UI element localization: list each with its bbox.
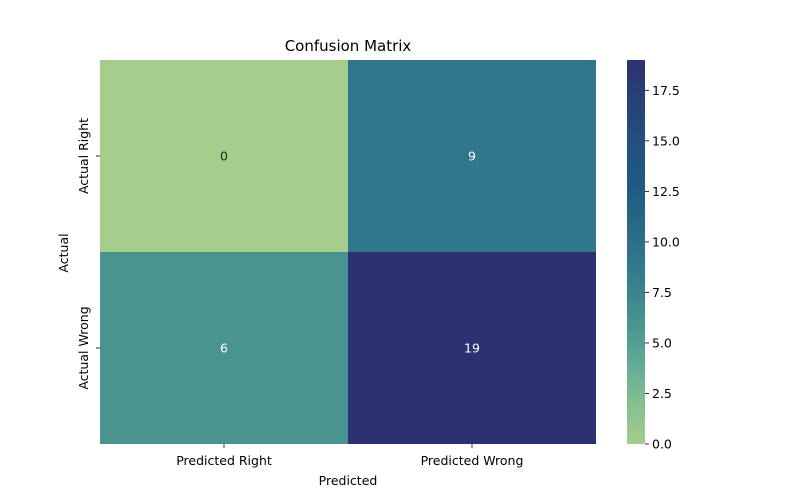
chart-title: Confusion Matrix <box>285 37 412 55</box>
colorbar-tick-label: 17.5 <box>652 83 680 98</box>
colorbar-tick-label: 2.5 <box>652 386 672 401</box>
colorbar-tick-label: 0.0 <box>652 437 672 452</box>
y-axis-ticks: Actual Right Actual Wrong <box>76 118 100 390</box>
x-tick-label: Predicted Wrong <box>421 453 524 468</box>
y-tick-label: Actual Right <box>76 118 91 194</box>
cell-value-label: 19 <box>464 341 480 356</box>
colorbar-tick-label: 10.0 <box>652 234 680 249</box>
heatmap-cell <box>348 60 596 252</box>
colorbar-tick-label: 15.0 <box>652 133 680 148</box>
heatmap-cell <box>348 252 596 444</box>
cell-value-label: 6 <box>220 341 228 356</box>
x-axis-label: Predicted <box>319 473 378 488</box>
heatmap-cell <box>100 252 348 444</box>
y-axis-label: Actual <box>56 233 71 272</box>
colorbar-tick-label: 5.0 <box>652 335 672 350</box>
heatmap-cell <box>100 60 348 252</box>
y-tick-label: Actual Wrong <box>76 306 91 389</box>
cell-value-label: 9 <box>468 149 476 164</box>
colorbar-tick-label: 12.5 <box>652 184 680 199</box>
cell-value-label: 0 <box>220 149 228 164</box>
colorbar-tick-label: 7.5 <box>652 285 672 300</box>
colorbar: 0.0 2.5 5.0 7.5 10.0 12.5 15.0 17.5 <box>627 60 680 452</box>
heatmap-cells: 0 9 6 19 <box>100 60 596 444</box>
x-tick-label: Predicted Right <box>176 453 272 468</box>
colorbar-gradient <box>627 60 645 444</box>
x-axis-ticks: Predicted Right Predicted Wrong <box>176 444 523 468</box>
